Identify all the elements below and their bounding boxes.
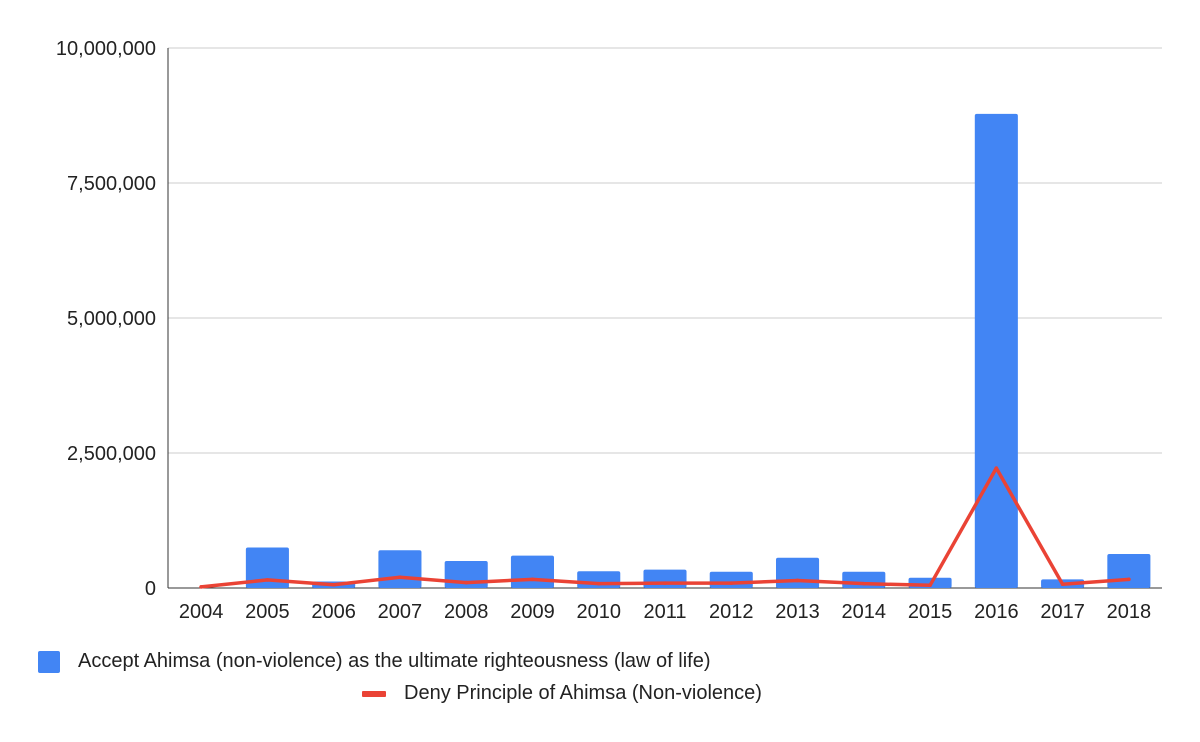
x-tick-label: 2014 (842, 601, 887, 623)
x-tick-label: 2016 (974, 601, 1019, 623)
x-tick-label: 2005 (245, 601, 290, 623)
line-point-2010 (596, 581, 601, 586)
x-tick-label: 2012 (709, 601, 754, 623)
bar-2018[interactable] (1107, 553, 1151, 588)
legend-label-deny-ahimsa: Deny Principle of Ahimsa (Non-violence) (404, 682, 762, 704)
y-tick-label: 0 (145, 578, 156, 600)
bar-2011[interactable] (643, 569, 687, 588)
x-tick-label: 2008 (444, 601, 489, 623)
legend-swatch-bar (38, 650, 60, 673)
line-series (199, 466, 1131, 589)
line-point-2011 (663, 581, 667, 585)
line-point-2008 (464, 580, 469, 585)
x-tick-label: 2015 (908, 601, 953, 623)
line-point-2016 (994, 466, 999, 470)
bar-2013[interactable] (775, 557, 820, 588)
y-tick-label: 10,000,000 (56, 38, 156, 60)
bar-2016[interactable] (974, 113, 1018, 588)
bar-2007[interactable] (378, 550, 422, 588)
line-point-2018 (1127, 577, 1131, 582)
legend-swatch-line (362, 690, 386, 697)
x-tick-label: 2011 (643, 601, 686, 623)
bar-2010[interactable] (577, 571, 621, 588)
x-axis-tick-labels: 2004 2005 2006 2007 2008 2009 2010 2011 2012 2013… (179, 601, 1151, 623)
bar-series (245, 113, 1151, 589)
line-point-2017 (1060, 582, 1065, 587)
x-tick-label: 2018 (1107, 601, 1152, 623)
y-axis-tick-labels: 0 2,500,000 5,000,000 7,500,000 10,000,000 (56, 38, 156, 600)
x-tick-label: 2004 (179, 601, 224, 623)
y-tick-label: 2,500,000 (67, 443, 156, 465)
legend-label-accept-ahimsa: Accept Ahimsa (non-violence) as the ulti… (78, 650, 711, 672)
line-point-2006 (331, 582, 336, 587)
line-point-2013 (795, 578, 800, 583)
x-tick-label: 2009 (510, 601, 555, 623)
x-tick-label: 2013 (775, 601, 820, 623)
bar-2005[interactable] (245, 547, 289, 589)
y-tick-label: 5,000,000 (67, 308, 156, 330)
x-tick-label: 2006 (311, 601, 356, 623)
line-point-2015 (928, 583, 932, 588)
line-point-2009 (530, 577, 535, 582)
x-tick-label: 2010 (576, 601, 621, 623)
legend-item-accept-ahimsa[interactable]: Accept Ahimsa (non-violence) as the ulti… (38, 650, 711, 673)
x-tick-label: 2007 (378, 601, 423, 623)
line-point-2014 (862, 581, 866, 586)
y-tick-label: 7,500,000 (67, 173, 156, 195)
line-point-2004 (199, 585, 203, 589)
x-tick-label: 2017 (1040, 601, 1085, 623)
line-point-2012 (729, 581, 734, 585)
line-point-2007 (398, 575, 402, 579)
line-point-2005 (265, 578, 270, 582)
legend-item-deny-ahimsa[interactable]: Deny Principle of Ahimsa (Non-violence) (362, 682, 762, 705)
bar-2009[interactable] (510, 555, 555, 588)
bar-2012[interactable] (709, 571, 753, 588)
